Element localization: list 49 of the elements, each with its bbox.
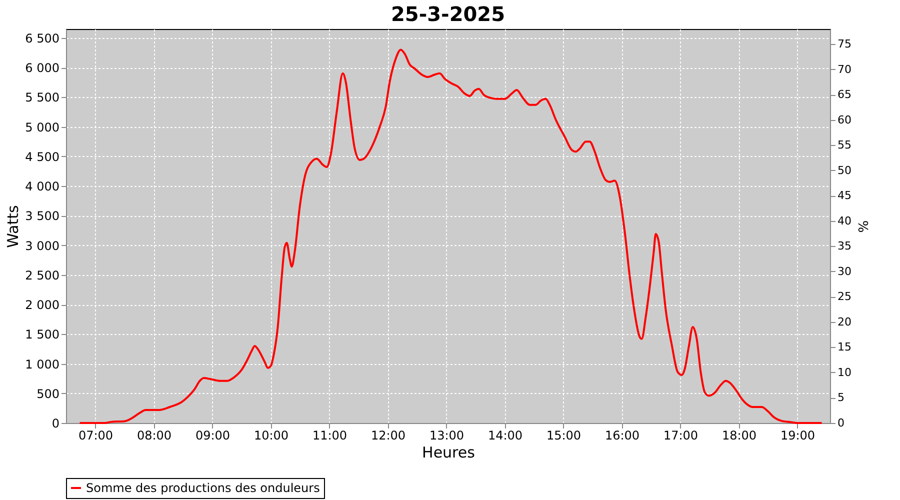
y2-tick-label: 30 [838, 264, 852, 278]
y-tick-label: 2 000 [25, 298, 60, 312]
line-series [78, 48, 823, 424]
y2-tick-label: 15 [838, 340, 852, 354]
y-tick-label: 500 [36, 386, 60, 401]
y-tick-label: 4 000 [25, 180, 60, 194]
x-tick-label: 19:00 [780, 428, 816, 442]
y-tick-label: 3 500 [25, 209, 60, 224]
y2-tick-label: 75 [838, 38, 852, 51]
x-tick-label: 11:00 [312, 428, 348, 442]
y-tick-label: 5 500 [25, 90, 60, 105]
y2-tick-label: 70 [838, 62, 852, 76]
y-tick-label: 1 500 [25, 328, 60, 342]
legend-label: Somme des productions des onduleurs [86, 481, 320, 495]
x-tick-label: 17:00 [663, 428, 698, 442]
x-axis-title: Heures [422, 444, 476, 462]
y2-tick-label: 10 [838, 366, 852, 379]
y-tick-label: 6 500 [25, 31, 60, 46]
y-tick-label: 5 000 [25, 120, 60, 134]
y2-tick-label: 35 [838, 240, 852, 253]
y2-tick-label: 0 [838, 416, 844, 430]
x-tick-label: 14:00 [488, 428, 523, 442]
y-axis-title: Watts [4, 205, 22, 248]
chart-title: 25-3-2025 [390, 2, 506, 26]
y2-tick-label: 25 [838, 290, 852, 304]
y2-tick-label: 40 [838, 214, 852, 228]
y2-tick-label: 50 [838, 164, 852, 177]
y2-tick-label: 65 [838, 88, 852, 102]
x-tick-label: 15:00 [546, 428, 582, 442]
x-tick-label: 12:00 [370, 428, 406, 442]
y2-tick-label: 55 [838, 138, 852, 152]
y-tick-label: 4 500 [25, 150, 60, 164]
y2-axis-title: % [854, 220, 870, 233]
y-tick-label: 2 500 [25, 268, 60, 282]
x-tick-label: 16:00 [604, 428, 640, 442]
y-tick-label: 6 000 [25, 61, 60, 76]
x-tick-label: 07:00 [78, 428, 114, 442]
y2-tick-label: 5 [838, 391, 844, 404]
y2-tick-label: 20 [838, 315, 852, 328]
y-tick-label: 3 000 [25, 238, 60, 253]
x-tick-label: 09:00 [195, 428, 230, 442]
y-tick-label: 0 [52, 416, 60, 430]
x-tick-label: 10:00 [254, 428, 289, 442]
y2-tick-label: 60 [838, 113, 852, 126]
y-tick-label: 1 000 [25, 357, 60, 372]
x-tick-label: 08:00 [136, 428, 172, 442]
y2-tick-label: 45 [838, 189, 852, 202]
x-tick-label: 13:00 [429, 428, 464, 442]
x-tick-label: 18:00 [722, 428, 757, 442]
